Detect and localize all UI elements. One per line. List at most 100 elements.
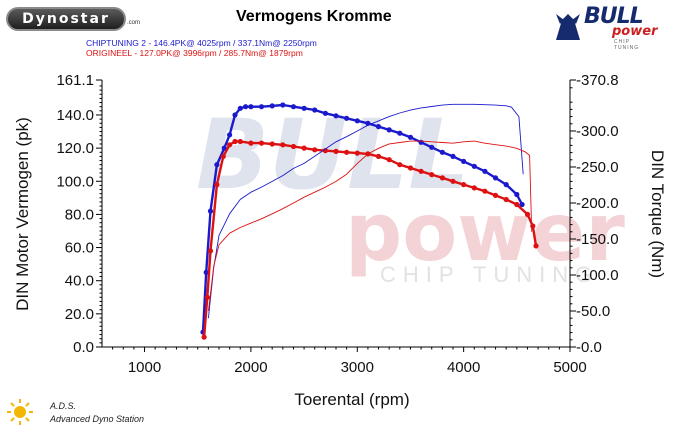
series-torque-2 bbox=[207, 103, 524, 319]
data-point bbox=[322, 148, 328, 154]
y2-tick-label: -250.0 bbox=[576, 159, 619, 176]
data-point bbox=[344, 149, 350, 155]
data-point bbox=[333, 113, 339, 119]
data-point bbox=[207, 248, 214, 254]
data-point bbox=[203, 269, 209, 275]
data-point bbox=[204, 294, 210, 300]
data-point bbox=[450, 153, 456, 159]
legend-chiptuning: CHIPTUNING 2 - 146.4PK@ 4025rpm / 337.1N… bbox=[86, 38, 317, 48]
data-point bbox=[429, 144, 435, 150]
data-point bbox=[375, 153, 382, 159]
bull-power-logo: BULL power CHIP TUNING bbox=[552, 4, 658, 51]
data-point bbox=[207, 208, 214, 214]
y-tick-label: 40.0 bbox=[65, 273, 94, 290]
data-point bbox=[533, 243, 539, 249]
data-point bbox=[248, 104, 254, 110]
data-point bbox=[397, 162, 403, 168]
watermark: BULL power CHIP TUNING bbox=[196, 99, 625, 287]
data-point bbox=[322, 110, 328, 116]
data-point bbox=[429, 172, 435, 178]
data-point bbox=[344, 115, 350, 121]
data-point bbox=[492, 192, 499, 198]
data-point bbox=[243, 104, 249, 110]
data-point bbox=[227, 132, 233, 138]
y-tick-label: 161.1 bbox=[56, 72, 94, 89]
x-axis-label: Toerental (rpm) bbox=[294, 390, 409, 409]
data-point bbox=[280, 102, 286, 108]
y-tick-label: 0.0 bbox=[73, 339, 94, 356]
y2-tick-label: -150.0 bbox=[576, 231, 619, 248]
watermark-power: power bbox=[345, 186, 625, 279]
x-tick-label: 3000 bbox=[341, 359, 374, 376]
logo-power-text: power bbox=[612, 24, 658, 39]
data-point bbox=[461, 158, 467, 164]
data-point bbox=[397, 130, 403, 136]
x-tick-label: 4000 bbox=[447, 359, 480, 376]
chart-tick-labels: 1000 2000 3000 4000 5000 0.0 20.0 40.0 60.0 80.0 1… bbox=[56, 72, 618, 376]
y2-tick-label: -370.8 bbox=[576, 72, 619, 89]
ads-sun-icon bbox=[7, 399, 33, 425]
series-line bbox=[207, 103, 524, 319]
legend-origineel: ORIGINEEL - 127.0PK@ 3996rpm / 285.7Nm@ … bbox=[86, 48, 303, 58]
data-point bbox=[237, 138, 243, 145]
data-point bbox=[214, 182, 220, 188]
ads-subtitle: Advanced Dyno Station bbox=[50, 414, 145, 424]
y2-tick-label: -0.0 bbox=[576, 339, 602, 356]
data-point bbox=[482, 188, 488, 194]
data-point bbox=[232, 138, 238, 145]
data-point bbox=[290, 104, 297, 110]
y-tick-label: 20.0 bbox=[65, 306, 94, 323]
data-point bbox=[201, 334, 207, 340]
y2-tick-label: -200.0 bbox=[576, 195, 619, 212]
data-point bbox=[386, 127, 392, 133]
data-point bbox=[482, 168, 488, 174]
data-point bbox=[269, 103, 275, 109]
data-point bbox=[418, 139, 424, 145]
data-point bbox=[312, 147, 318, 153]
bull-head-icon bbox=[556, 14, 580, 40]
series-torque-3 bbox=[207, 140, 533, 312]
watermark-bull: BULL bbox=[196, 99, 469, 211]
data-point bbox=[333, 148, 339, 154]
data-point bbox=[514, 191, 520, 198]
data-point bbox=[214, 162, 220, 168]
data-point bbox=[471, 185, 477, 191]
x-tick-label: 5000 bbox=[553, 359, 586, 376]
data-point bbox=[503, 182, 509, 188]
data-point bbox=[418, 168, 424, 174]
data-point bbox=[524, 211, 531, 217]
data-point bbox=[290, 143, 297, 150]
data-point bbox=[258, 140, 265, 146]
dynostar-logo: Dynostar .com bbox=[6, 7, 140, 31]
chart-axes bbox=[96, 79, 576, 352]
data-point bbox=[312, 107, 318, 113]
ads-footer: A.D.S. Advanced Dyno Station bbox=[6, 398, 206, 426]
dynostar-logo-suffix: .com bbox=[126, 20, 140, 26]
y2-axis-label: DIN Torque (Nm) bbox=[648, 150, 667, 278]
y2-tick-label: -100.0 bbox=[576, 267, 619, 284]
data-point bbox=[232, 112, 238, 118]
series-line bbox=[207, 140, 533, 312]
y-tick-label: 140.0 bbox=[56, 107, 94, 124]
data-point bbox=[492, 175, 499, 181]
dynostar-logo-text: Dynostar bbox=[22, 11, 110, 27]
data-point bbox=[280, 142, 286, 148]
logo-chip-text: CHIP TUNING bbox=[614, 39, 640, 51]
data-point bbox=[461, 182, 467, 188]
data-point bbox=[450, 178, 456, 184]
y-tick-label: 60.0 bbox=[65, 240, 94, 257]
y-tick-label: 80.0 bbox=[65, 206, 94, 223]
data-point bbox=[301, 105, 307, 111]
y-axis-label: DIN Motor Vermogen (pk) bbox=[13, 117, 32, 311]
chart-title: Vermogens Kromme bbox=[236, 8, 392, 25]
data-point bbox=[220, 153, 226, 159]
data-point bbox=[227, 142, 233, 148]
data-point bbox=[221, 145, 227, 151]
data-point bbox=[519, 201, 525, 208]
data-point bbox=[407, 134, 414, 140]
data-point bbox=[407, 165, 414, 171]
data-point bbox=[248, 140, 254, 146]
data-point bbox=[301, 145, 307, 151]
logo-bull-text: BULL bbox=[584, 4, 644, 29]
data-point bbox=[514, 201, 520, 208]
